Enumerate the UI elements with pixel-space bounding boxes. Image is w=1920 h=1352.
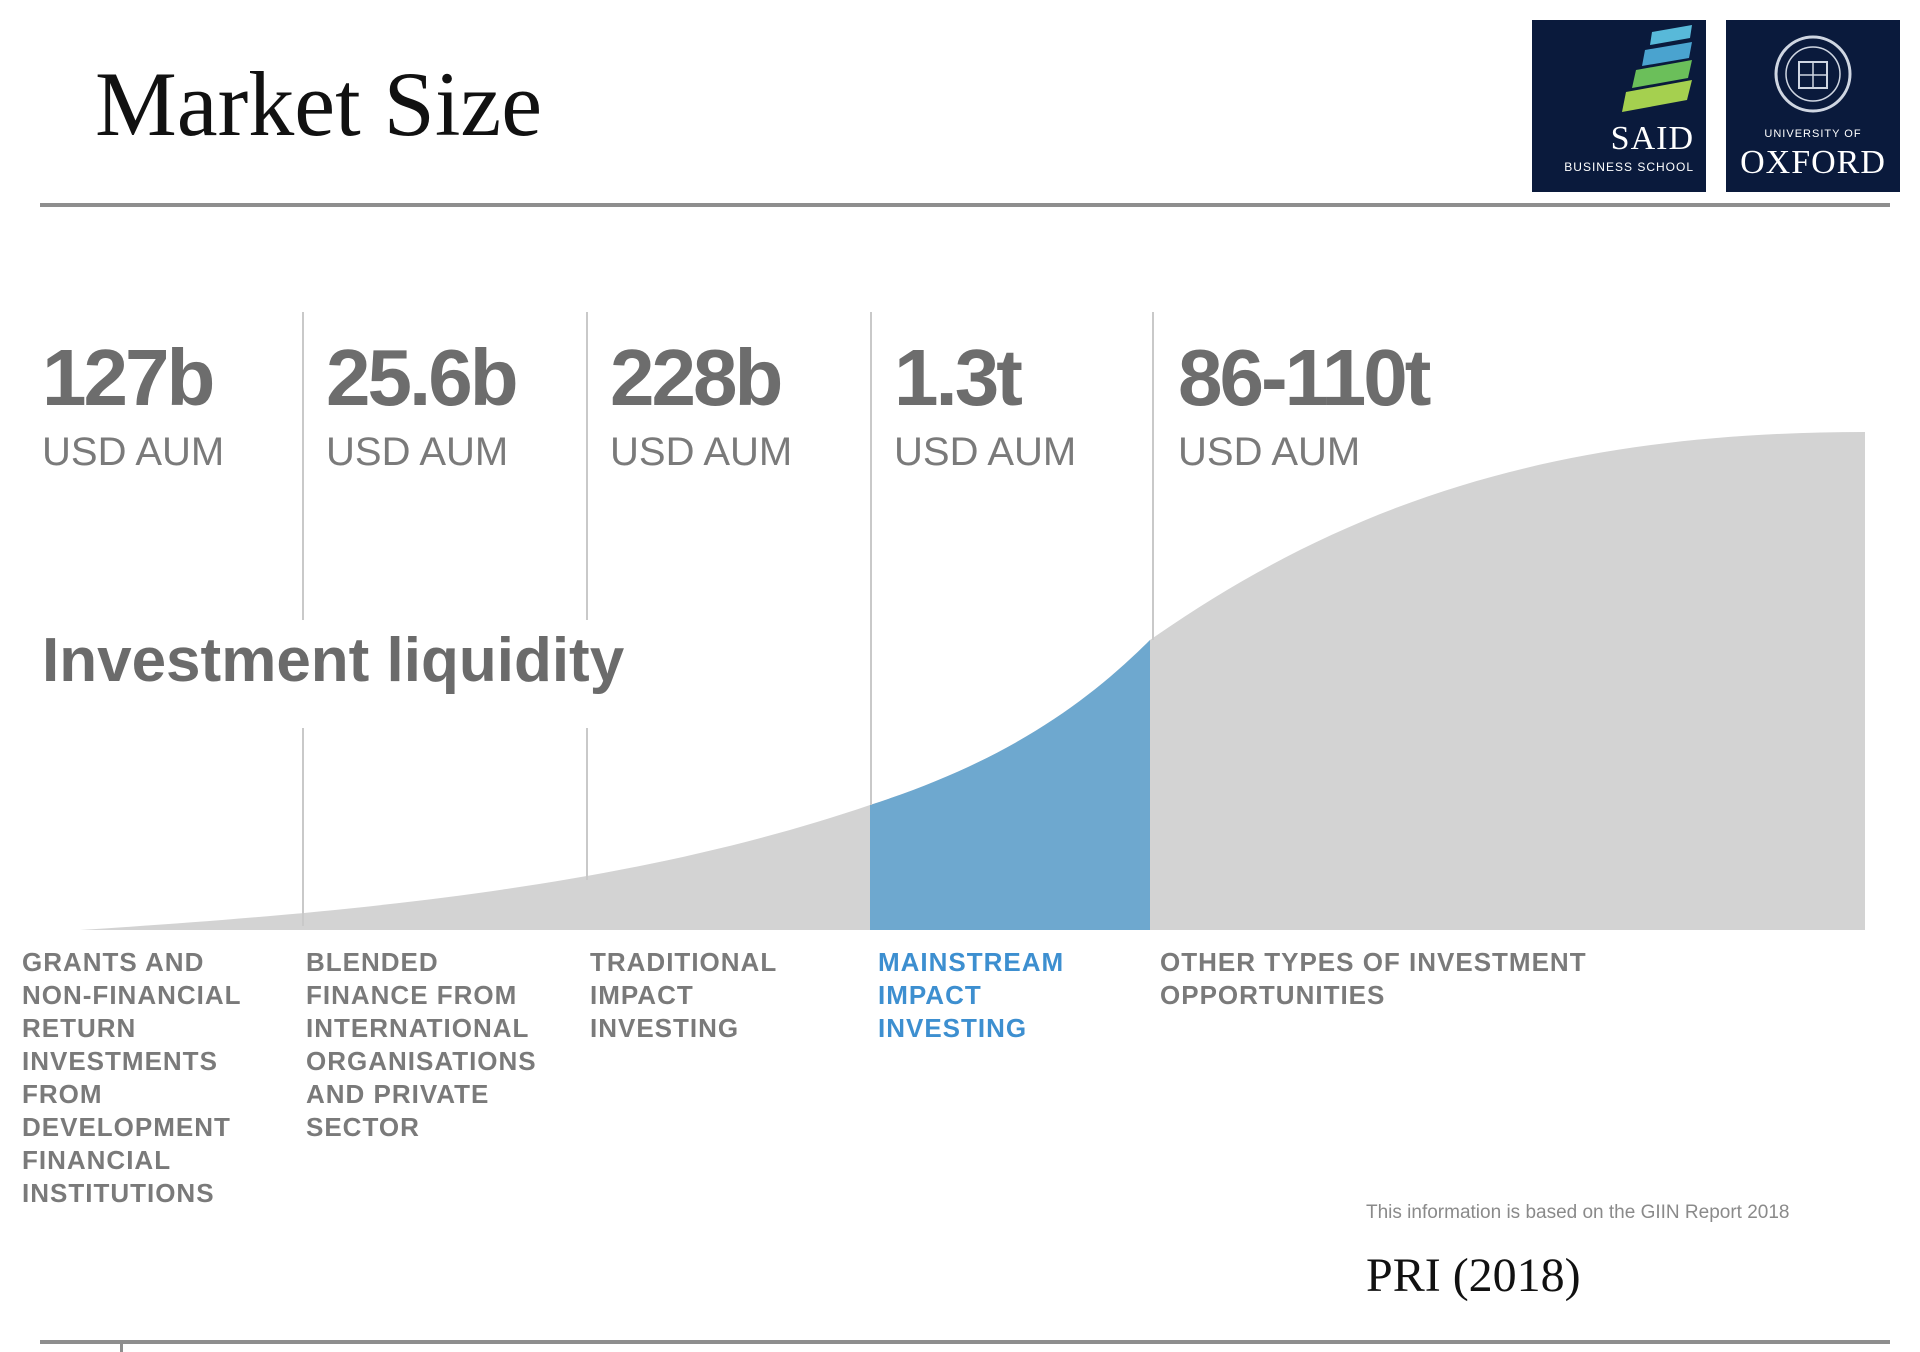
segment-4-label: MAINSTREAM IMPACT INVESTING: [878, 947, 1065, 1043]
segment-5-value: 86-110t: [1178, 333, 1431, 422]
said-logo-sub: BUSINESS SCHOOL: [1564, 160, 1694, 174]
said-stripes-icon: [1622, 25, 1692, 112]
slide-title: Market Size: [95, 53, 543, 155]
said-business-school-logo: SAID BUSINESS SCHOOL: [1532, 20, 1706, 192]
source-note: This information is based on the GIIN Re…: [1366, 1202, 1790, 1223]
column-dividers: [302, 312, 1154, 926]
segment-1-value: 127b: [42, 333, 215, 422]
citation: PRI (2018): [1366, 1249, 1581, 1302]
segment-4-unit: USD AUM: [894, 430, 1077, 474]
header-rule: [40, 203, 1890, 207]
segment-5-unit: USD AUM: [1178, 430, 1361, 474]
segment-5-label: OTHER TYPES OF INVESTMENT OPPORTUNITIES: [1160, 947, 1587, 1010]
said-logo-name: SAID: [1610, 120, 1694, 157]
segment-2-value: 25.6b: [326, 333, 519, 422]
segment-1-unit: USD AUM: [42, 430, 225, 474]
segment-2-label: BLENDED FINANCE FROM INTERNATIONAL ORGAN…: [306, 947, 537, 1142]
university-of-oxford-logo: UNIVERSITY OF OXFORD: [1726, 20, 1900, 192]
investment-liquidity-label: Investment liquidity: [42, 626, 625, 695]
curve-area: [80, 432, 1865, 930]
segment-1-label: GRANTS AND NON-FINANCIAL RETURN INVESTME…: [22, 947, 242, 1208]
oxford-logo-sub: UNIVERSITY OF: [1764, 128, 1862, 140]
mainstream-impact-area: [870, 640, 1150, 930]
footer-rule-tick: [120, 1340, 123, 1352]
segment-2-unit: USD AUM: [326, 430, 509, 474]
segment-3-label: TRADITIONAL IMPACT INVESTING: [590, 947, 778, 1043]
segment-3-unit: USD AUM: [610, 430, 793, 474]
segment-4-value: 1.3t: [894, 333, 1023, 422]
segment-3-value: 228b: [610, 333, 783, 422]
oxford-logo-name: OXFORD: [1740, 144, 1886, 181]
footer-rule: [40, 1340, 1890, 1344]
oxford-crest-icon: [1774, 35, 1852, 113]
